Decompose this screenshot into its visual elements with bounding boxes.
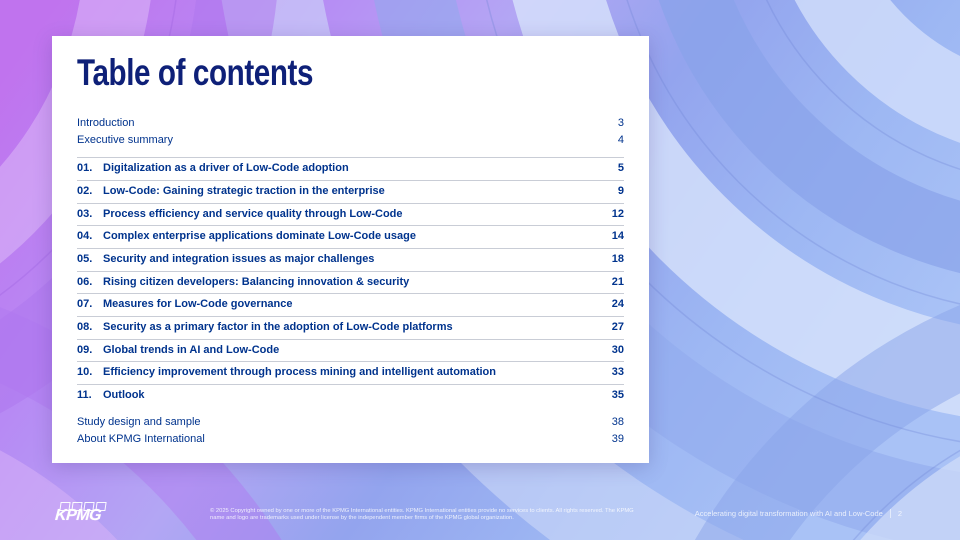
footer-right: Accelerating digital transformation with… [695,509,902,518]
copyright-line-1: © 2025 Copyright owned by one or more of… [210,507,634,514]
toc-entry-row[interactable]: About KPMG International 39 [77,431,624,448]
toc-chapter-row[interactable]: 02. Low-Code: Gaining strategic traction… [77,179,624,203]
chapter-page-number: 35 [611,389,624,402]
chapter-title: Outlook [103,389,145,402]
toc-entry-row[interactable]: Introduction 3 [77,115,624,132]
chapter-title: Global trends in AI and Low-Code [103,343,280,356]
chapter-page-number: 5 [617,162,624,175]
toc-chapters-section: 01. Digitalization as a driver of Low-Co… [77,157,624,407]
copyright-line-2: name and logo are trademarks used under … [210,515,514,522]
entry-title: Executive summary [77,134,173,147]
chapter-number: 10. [77,366,93,379]
chapter-number: 06. [77,275,93,288]
chapter-page-number: 12 [611,207,624,220]
chapter-number: 04. [77,230,93,243]
chapter-title: Efficiency improvement through process m… [103,366,496,379]
chapter-number: 08. [77,321,93,334]
chapter-number: 01. [77,162,93,175]
entry-title: Introduction [77,116,135,129]
toc-chapter-row[interactable]: 10. Efficiency improvement through proce… [77,361,624,384]
chapter-number: 02. [77,184,93,197]
document-title: Accelerating digital transformation with… [694,509,883,518]
chapter-page-number: 24 [611,298,624,311]
chapter-page-number: 30 [611,343,624,356]
toc-chapter-row[interactable]: 06. Rising citizen developers: Balancing… [77,270,624,294]
toc-chapter-row[interactable]: 08. Security as a primary factor in the … [77,316,624,339]
chapter-number: 03. [77,207,93,220]
chapter-page-number: 14 [611,230,624,243]
chapter-title: Low-Code: Gaining strategic traction in … [103,184,385,197]
entry-page-number: 4 [617,134,624,147]
entry-title: Study design and sample [77,415,201,428]
chapter-title: Process efficiency and service quality t… [103,207,403,220]
entry-page-number: 39 [611,432,624,445]
toc-card: Table of contents Introduction 3 Executi… [52,36,649,463]
kpmg-logo: KPMG [54,502,107,525]
toc-chapter-row[interactable]: 11. Outlook 35 [77,384,624,407]
page-number: 2 [897,509,902,518]
entry-page-number: 38 [611,415,624,428]
chapter-number: 05. [77,252,93,265]
kpmg-logo-text: KPMG [54,507,102,524]
toc-chapter-row[interactable]: 01. Digitalization as a driver of Low-Co… [77,157,624,180]
chapter-title: Complex enterprise applications dominate… [103,230,416,243]
chapter-page-number: 33 [611,366,624,379]
toc-chapter-row[interactable]: 09. Global trends in AI and Low-Code 30 [77,338,624,362]
toc-chapter-row[interactable]: 03. Process efficiency and service quali… [77,202,624,226]
toc-back-section: Study design and sample 38 About KPMG In… [77,414,624,448]
chapter-page-number: 18 [611,252,624,265]
chapter-page-number: 27 [611,321,624,334]
table-of-contents: Introduction 3 Executive summary 4 01. D… [77,115,624,448]
toc-entry-row[interactable]: Executive summary 4 [77,132,624,149]
chapter-number: 07. [77,298,93,311]
page-title: Table of contents [77,52,314,93]
chapter-number: 11. [77,389,92,402]
chapter-page-number: 9 [617,184,624,197]
chapter-title: Security as a primary factor in the adop… [103,321,453,334]
copyright-notice: © 2025 Copyright owned by one or more of… [210,508,660,523]
chapter-title: Measures for Low-Code governance [103,298,293,311]
chapter-title: Digitalization as a driver of Low-Code a… [103,162,349,175]
footer-divider [889,509,891,518]
toc-entry-row[interactable]: Study design and sample 38 [77,414,624,431]
toc-front-section: Introduction 3 Executive summary 4 [77,115,624,149]
chapter-title: Rising citizen developers: Balancing inn… [103,275,410,288]
chapter-page-number: 21 [611,275,624,288]
toc-chapter-row[interactable]: 04. Complex enterprise applications domi… [77,225,624,248]
chapter-number: 09. [77,343,93,356]
toc-chapter-row[interactable]: 05. Security and integration issues as m… [77,247,624,271]
entry-page-number: 3 [617,116,624,129]
toc-chapter-row[interactable]: 07. Measures for Low-Code governance 24 [77,293,624,316]
entry-title: About KPMG International [77,432,205,445]
chapter-title: Security and integration issues as major… [103,252,375,265]
